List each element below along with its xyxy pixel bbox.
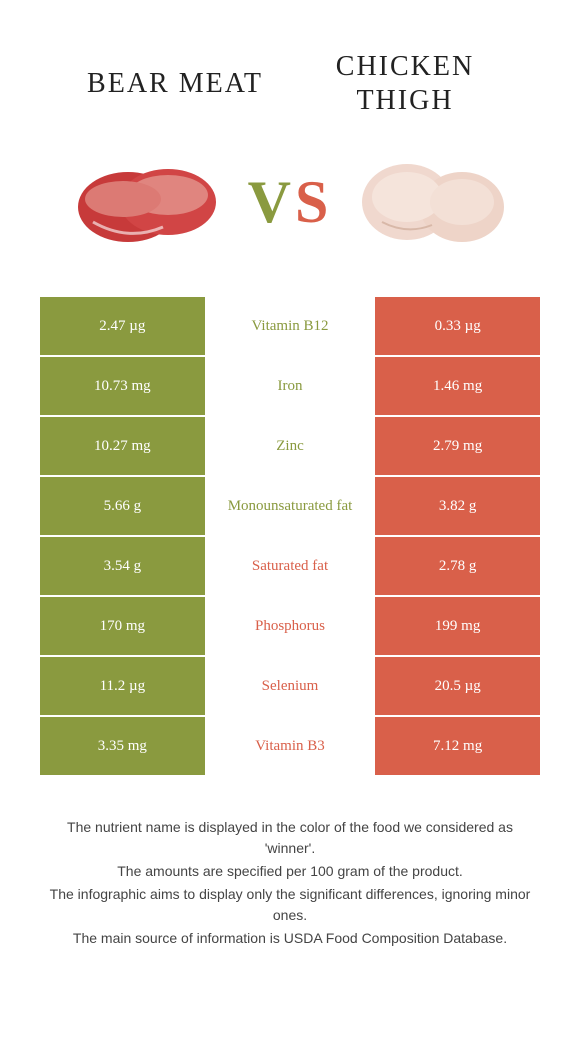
nutrient-table: 2.47 µgVitamin B120.33 µg10.73 mgIron1.4… <box>40 297 540 775</box>
nutrient-row: 5.66 gMonounsaturated fat3.82 g <box>40 477 540 535</box>
infographic-container: Bear meat Chickenthigh VS <box>0 0 580 991</box>
right-value-cell: 2.78 g <box>373 537 540 595</box>
left-value-cell: 11.2 µg <box>40 657 207 715</box>
nutrient-label-cell: Phosphorus <box>207 597 374 655</box>
footer-line: The main source of information is USDA F… <box>40 928 540 949</box>
nutrient-row: 3.54 gSaturated fat2.78 g <box>40 537 540 595</box>
nutrient-label-cell: Zinc <box>207 417 374 475</box>
left-value-cell: 10.73 mg <box>40 357 207 415</box>
right-value-cell: 20.5 µg <box>373 657 540 715</box>
right-value-cell: 199 mg <box>373 597 540 655</box>
nutrient-row: 170 mgPhosphorus199 mg <box>40 597 540 655</box>
left-food-image <box>68 147 228 257</box>
right-value-cell: 0.33 µg <box>373 297 540 355</box>
footer-line: The infographic aims to display only the… <box>40 884 540 926</box>
nutrient-label-cell: Monounsaturated fat <box>207 477 374 535</box>
right-food-title: Chickenthigh <box>290 50 520 117</box>
right-value-cell: 7.12 mg <box>373 717 540 775</box>
nutrient-row: 11.2 µgSelenium20.5 µg <box>40 657 540 715</box>
vs-s-letter: S <box>295 169 332 235</box>
left-food-title: Bear meat <box>60 68 290 100</box>
nutrient-label-cell: Iron <box>207 357 374 415</box>
vs-label: VS <box>248 168 333 237</box>
left-value-cell: 10.27 mg <box>40 417 207 475</box>
footer-notes: The nutrient name is displayed in the co… <box>20 777 560 971</box>
vs-v-letter: V <box>248 169 295 235</box>
left-value-cell: 5.66 g <box>40 477 207 535</box>
footer-line: The amounts are specified per 100 gram o… <box>40 861 540 882</box>
vs-row: VS <box>20 137 560 297</box>
left-value-cell: 3.54 g <box>40 537 207 595</box>
nutrient-label-cell: Saturated fat <box>207 537 374 595</box>
left-value-cell: 170 mg <box>40 597 207 655</box>
nutrient-label-cell: Vitamin B3 <box>207 717 374 775</box>
footer-line: The nutrient name is displayed in the co… <box>40 817 540 859</box>
title-row: Bear meat Chickenthigh <box>20 20 560 137</box>
nutrient-label-cell: Selenium <box>207 657 374 715</box>
right-value-cell: 3.82 g <box>373 477 540 535</box>
right-value-cell: 1.46 mg <box>373 357 540 415</box>
nutrient-row: 10.73 mgIron1.46 mg <box>40 357 540 415</box>
left-value-cell: 2.47 µg <box>40 297 207 355</box>
nutrient-row: 2.47 µgVitamin B120.33 µg <box>40 297 540 355</box>
nutrient-row: 3.35 mgVitamin B37.12 mg <box>40 717 540 775</box>
left-value-cell: 3.35 mg <box>40 717 207 775</box>
right-value-cell: 2.79 mg <box>373 417 540 475</box>
right-food-title-text: Chickenthigh <box>336 51 474 116</box>
nutrient-row: 10.27 mgZinc2.79 mg <box>40 417 540 475</box>
right-food-image <box>352 147 512 257</box>
nutrient-label-cell: Vitamin B12 <box>207 297 374 355</box>
